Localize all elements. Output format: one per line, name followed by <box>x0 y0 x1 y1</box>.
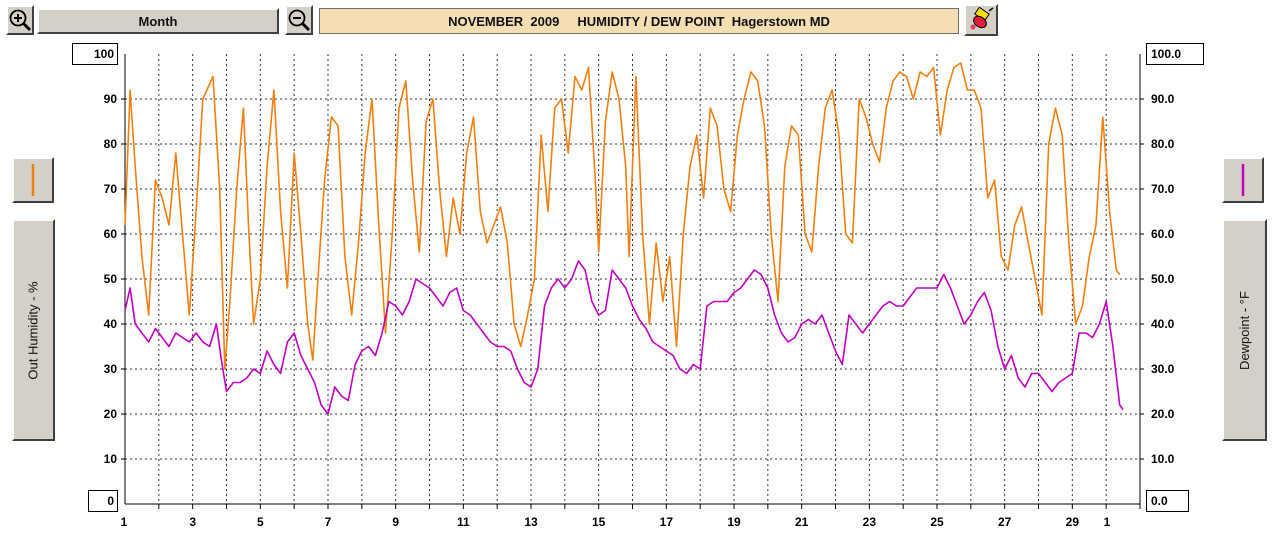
zoom-in-icon <box>9 9 32 32</box>
x-tick-label: 7 <box>325 515 332 529</box>
zoom-in-button[interactable] <box>6 5 34 35</box>
humidity-line <box>124 62 1121 370</box>
chart-title: NOVEMBER 2009 HUMIDITY / DEW POINT Hager… <box>319 8 959 34</box>
right-scale-min[interactable]: 0.0 <box>1146 490 1189 512</box>
x-tick-label: 23 <box>863 515 877 529</box>
right-tick-label: 50.0 <box>1151 272 1175 286</box>
left-tick-label: 50 <box>104 272 118 286</box>
left-tick-label: 70 <box>104 182 118 196</box>
right-tick-label: 40.0 <box>1151 317 1175 331</box>
right-scale-max[interactable]: 100.0 <box>1146 43 1204 65</box>
dewpoint-legend-swatch[interactable] <box>1222 157 1264 203</box>
x-tick-label: 21 <box>795 515 809 529</box>
x-tick-label: 3 <box>189 515 196 529</box>
left-tick-label: 60 <box>104 227 118 241</box>
left-tick-label: 40 <box>104 317 118 331</box>
zoom-out-button[interactable] <box>285 5 313 35</box>
period-button[interactable]: Month <box>37 8 279 34</box>
x-tick-label: 1 <box>1104 515 1111 529</box>
x-tick-label: 5 <box>257 515 264 529</box>
dewpoint-line-icon <box>1241 164 1245 196</box>
left-tick-label: 30 <box>104 362 118 376</box>
zoom-out-icon <box>288 9 311 32</box>
x-tick-label: 29 <box>1066 515 1080 529</box>
x-tick-label: 19 <box>727 515 741 529</box>
right-tick-label: 20.0 <box>1151 407 1175 421</box>
right-tick-label: 30.0 <box>1151 362 1175 376</box>
x-tick-label: 9 <box>392 515 399 529</box>
left-scale-min[interactable]: 0 <box>88 490 118 512</box>
right-tick-label: 80.0 <box>1151 137 1175 151</box>
left-axis-button[interactable]: Out Humidity - % <box>12 219 55 441</box>
left-scale-max[interactable]: 100 <box>72 43 118 65</box>
x-tick-label: 15 <box>592 515 606 529</box>
x-tick-label: 1 <box>121 515 128 529</box>
paint-tool-icon <box>970 7 994 30</box>
x-tick-label: 27 <box>998 515 1012 529</box>
edit-tool-button[interactable] <box>964 4 998 36</box>
dewpoint-line <box>124 260 1124 415</box>
right-axis-button[interactable]: Dewpoint - °F <box>1222 219 1267 441</box>
x-tick-label: 25 <box>930 515 944 529</box>
humidity-line-icon <box>31 164 35 196</box>
left-tick-label: 80 <box>104 137 118 151</box>
right-tick-label: 70.0 <box>1151 182 1175 196</box>
right-tick-label: 60.0 <box>1151 227 1175 241</box>
left-tick-label: 20 <box>104 407 118 421</box>
right-tick-label: 90.0 <box>1151 92 1175 106</box>
right-tick-label: 10.0 <box>1151 452 1175 466</box>
x-tick-label: 13 <box>524 515 538 529</box>
left-tick-label: 10 <box>104 452 118 466</box>
x-tick-label: 17 <box>660 515 674 529</box>
x-tick-label: 11 <box>457 515 470 529</box>
humidity-legend-swatch[interactable] <box>12 157 54 203</box>
left-tick-label: 90 <box>104 92 118 106</box>
